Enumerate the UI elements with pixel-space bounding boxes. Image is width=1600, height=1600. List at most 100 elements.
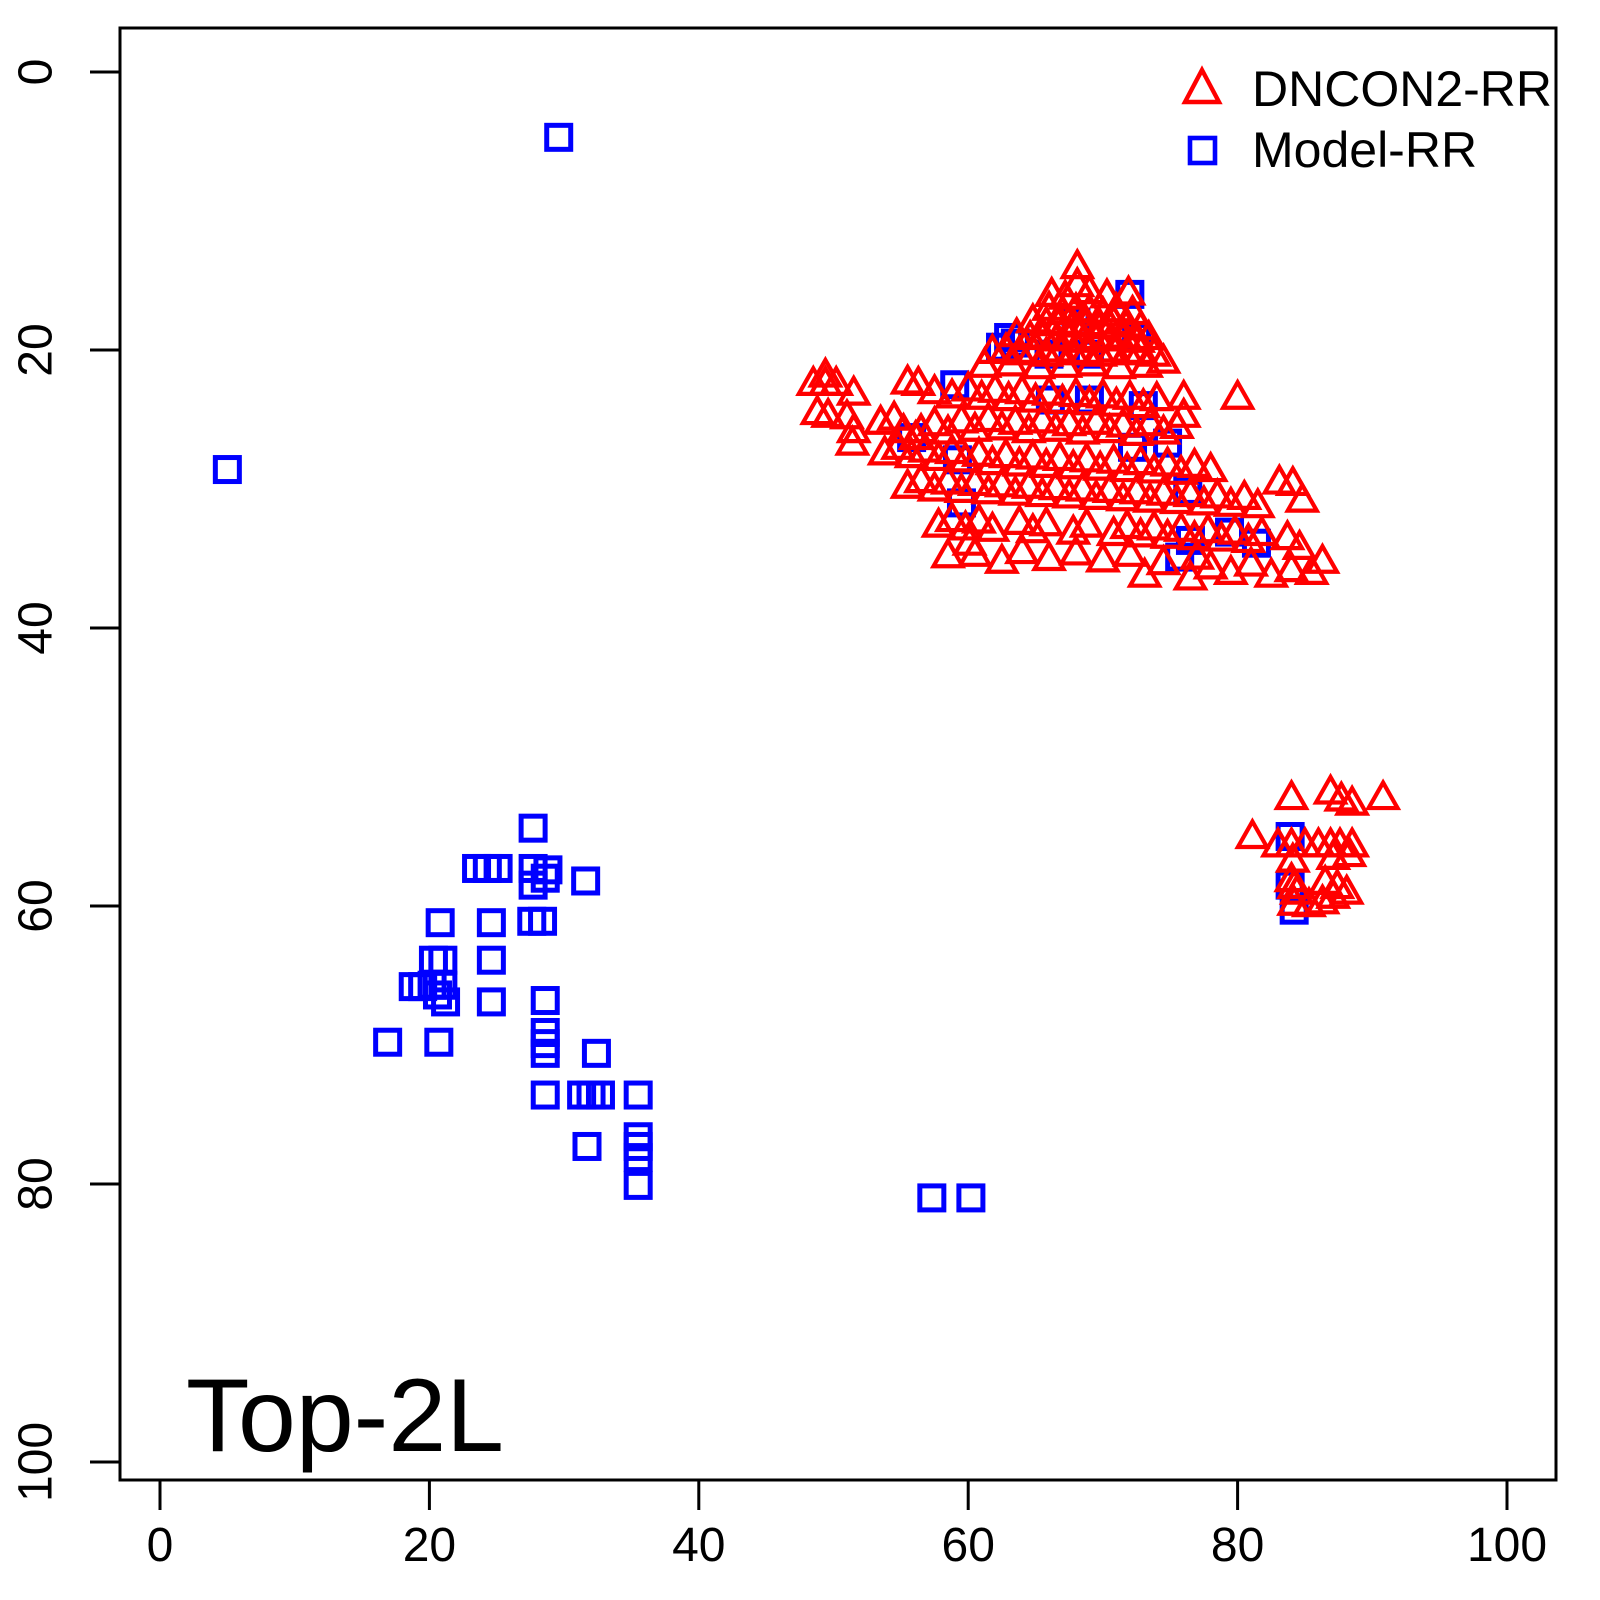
plot-title: Top-2L	[186, 1358, 504, 1474]
model-rr-point	[623, 1143, 653, 1173]
dncon2-rr-point	[810, 396, 847, 428]
dncon2-rr-point	[1041, 439, 1078, 472]
dncon2-rr-point	[1064, 469, 1101, 502]
dncon2-rr-point	[1315, 877, 1352, 909]
model-rr-point	[425, 908, 455, 938]
model-rr-point	[956, 1183, 986, 1213]
dncon2-rr-point	[835, 373, 872, 406]
legend-label-dncon2-rr: DNCON2-RR	[1252, 60, 1552, 117]
dncon2-rr-point	[1158, 407, 1196, 440]
dncon2-rr-point	[1203, 519, 1240, 552]
dncon2-rr-point	[1192, 547, 1229, 580]
dncon2-rr-point	[889, 466, 926, 499]
dncon2-rr-point	[1333, 825, 1371, 858]
dncon2-rr-point	[1024, 401, 1061, 434]
model-rr-point	[533, 855, 563, 885]
dncon2-rr-point	[1274, 464, 1311, 497]
x-tick-label: 80	[1210, 1519, 1265, 1572]
dncon2-rr-point	[970, 400, 1007, 433]
model-rr-point	[530, 1038, 560, 1068]
dncon2-rr-point	[1078, 403, 1115, 435]
dncon2-rr-point	[1122, 443, 1159, 476]
dncon2-rr-point	[1290, 885, 1328, 918]
dncon2-rr-point	[1158, 482, 1196, 515]
dncon2-rr-point	[1071, 272, 1108, 305]
dncon2-rr-point	[1104, 405, 1142, 438]
dncon2-rr-point	[990, 379, 1027, 412]
dncon2-rr-point	[1092, 319, 1130, 352]
triangle-icon	[1181, 64, 1223, 104]
dncon2-rr-point	[1219, 378, 1256, 410]
dncon2-rr-point	[880, 428, 917, 460]
dncon2-rr-point	[1047, 346, 1084, 378]
dncon2-rr-point	[1028, 504, 1065, 537]
dncon2-rr-point	[1014, 511, 1051, 544]
dncon2-rr-point	[916, 372, 953, 405]
model-rr-point	[530, 863, 560, 893]
model-rr-point	[576, 1080, 606, 1110]
dncon2-rr-point	[1051, 476, 1088, 509]
dncon2-rr-point	[1179, 537, 1216, 570]
model-rr-point	[476, 945, 506, 975]
dncon2-rr-point	[1199, 476, 1236, 509]
dncon2-rr-point	[1024, 475, 1061, 508]
dncon2-rr-point	[920, 439, 957, 472]
dncon2-rr-point	[1145, 543, 1182, 576]
dncon2-rr-point	[1273, 550, 1310, 583]
dncon2-rr-point	[1100, 347, 1138, 380]
dncon2-rr-point	[1091, 411, 1128, 444]
model-rr-point	[424, 1027, 454, 1057]
dncon2-rr-point	[900, 364, 937, 396]
dncon2-rr-point	[1068, 505, 1105, 538]
dncon2-rr-point	[1138, 379, 1175, 412]
dncon2-rr-point	[974, 510, 1011, 542]
legend-item-model-rr: Model-RR	[1174, 119, 1552, 180]
x-tick-label: 100	[1466, 1519, 1548, 1572]
y-tick-label: 100	[9, 1421, 63, 1503]
dncon2-rr-point	[929, 462, 967, 495]
model-rr-point	[518, 813, 548, 843]
dncon2-rr-point	[1131, 480, 1169, 513]
dncon2-rr-point	[1037, 468, 1074, 501]
square-icon	[1187, 135, 1218, 165]
dncon2-rr-point	[1057, 375, 1095, 408]
dncon2-rr-point	[933, 432, 971, 465]
legend-item-dncon2-rr: DNCON2-RR	[1174, 58, 1552, 119]
dncon2-rr-point	[1028, 446, 1065, 478]
dncon2-rr-point	[1135, 451, 1173, 484]
dncon2-rr-point	[943, 401, 980, 434]
dncon2-rr-point	[1131, 404, 1169, 437]
dncon2-rr-point	[1135, 508, 1173, 541]
dncon2-rr-point	[920, 505, 957, 538]
dncon2-rr-point	[960, 501, 998, 534]
dncon2-rr-point	[1044, 293, 1081, 326]
dncon2-rr-point	[1331, 835, 1368, 868]
dncon2-rr-point	[1082, 448, 1119, 481]
model-rr-point	[544, 122, 574, 152]
dncon2-rr-point	[906, 430, 944, 463]
dncon2-rr-point	[1243, 514, 1280, 547]
dncon2-rr-point	[1284, 480, 1321, 513]
dncon2-rr-point	[1084, 540, 1122, 573]
dncon2-rr-point	[1149, 444, 1186, 477]
dncon2-rr-point	[1084, 376, 1122, 409]
legend: DNCON2-RR Model-RR	[1174, 58, 1552, 180]
model-rr-point	[528, 906, 558, 936]
model-rr-point	[428, 945, 458, 975]
dncon2-rr-point	[1118, 472, 1155, 505]
dncon2-rr-point	[1149, 517, 1186, 549]
model-rr-point	[623, 1170, 653, 1200]
dncon2-rr-point	[1234, 817, 1271, 850]
dncon2-rr-point	[1192, 450, 1229, 483]
dncon2-rr-point	[963, 378, 1000, 410]
y-tick-label: 80	[9, 1157, 63, 1211]
dncon2-rr-point	[1003, 372, 1041, 405]
dncon2-rr-point	[1145, 473, 1182, 506]
dncon2-rr-point	[1065, 321, 1103, 353]
dncon2-rr-point	[1253, 555, 1290, 588]
dncon2-rr-point	[862, 403, 899, 435]
dncon2-rr-point	[1109, 450, 1146, 483]
model-rr-point	[530, 986, 560, 1016]
dncon2-rr-point	[1010, 466, 1047, 499]
